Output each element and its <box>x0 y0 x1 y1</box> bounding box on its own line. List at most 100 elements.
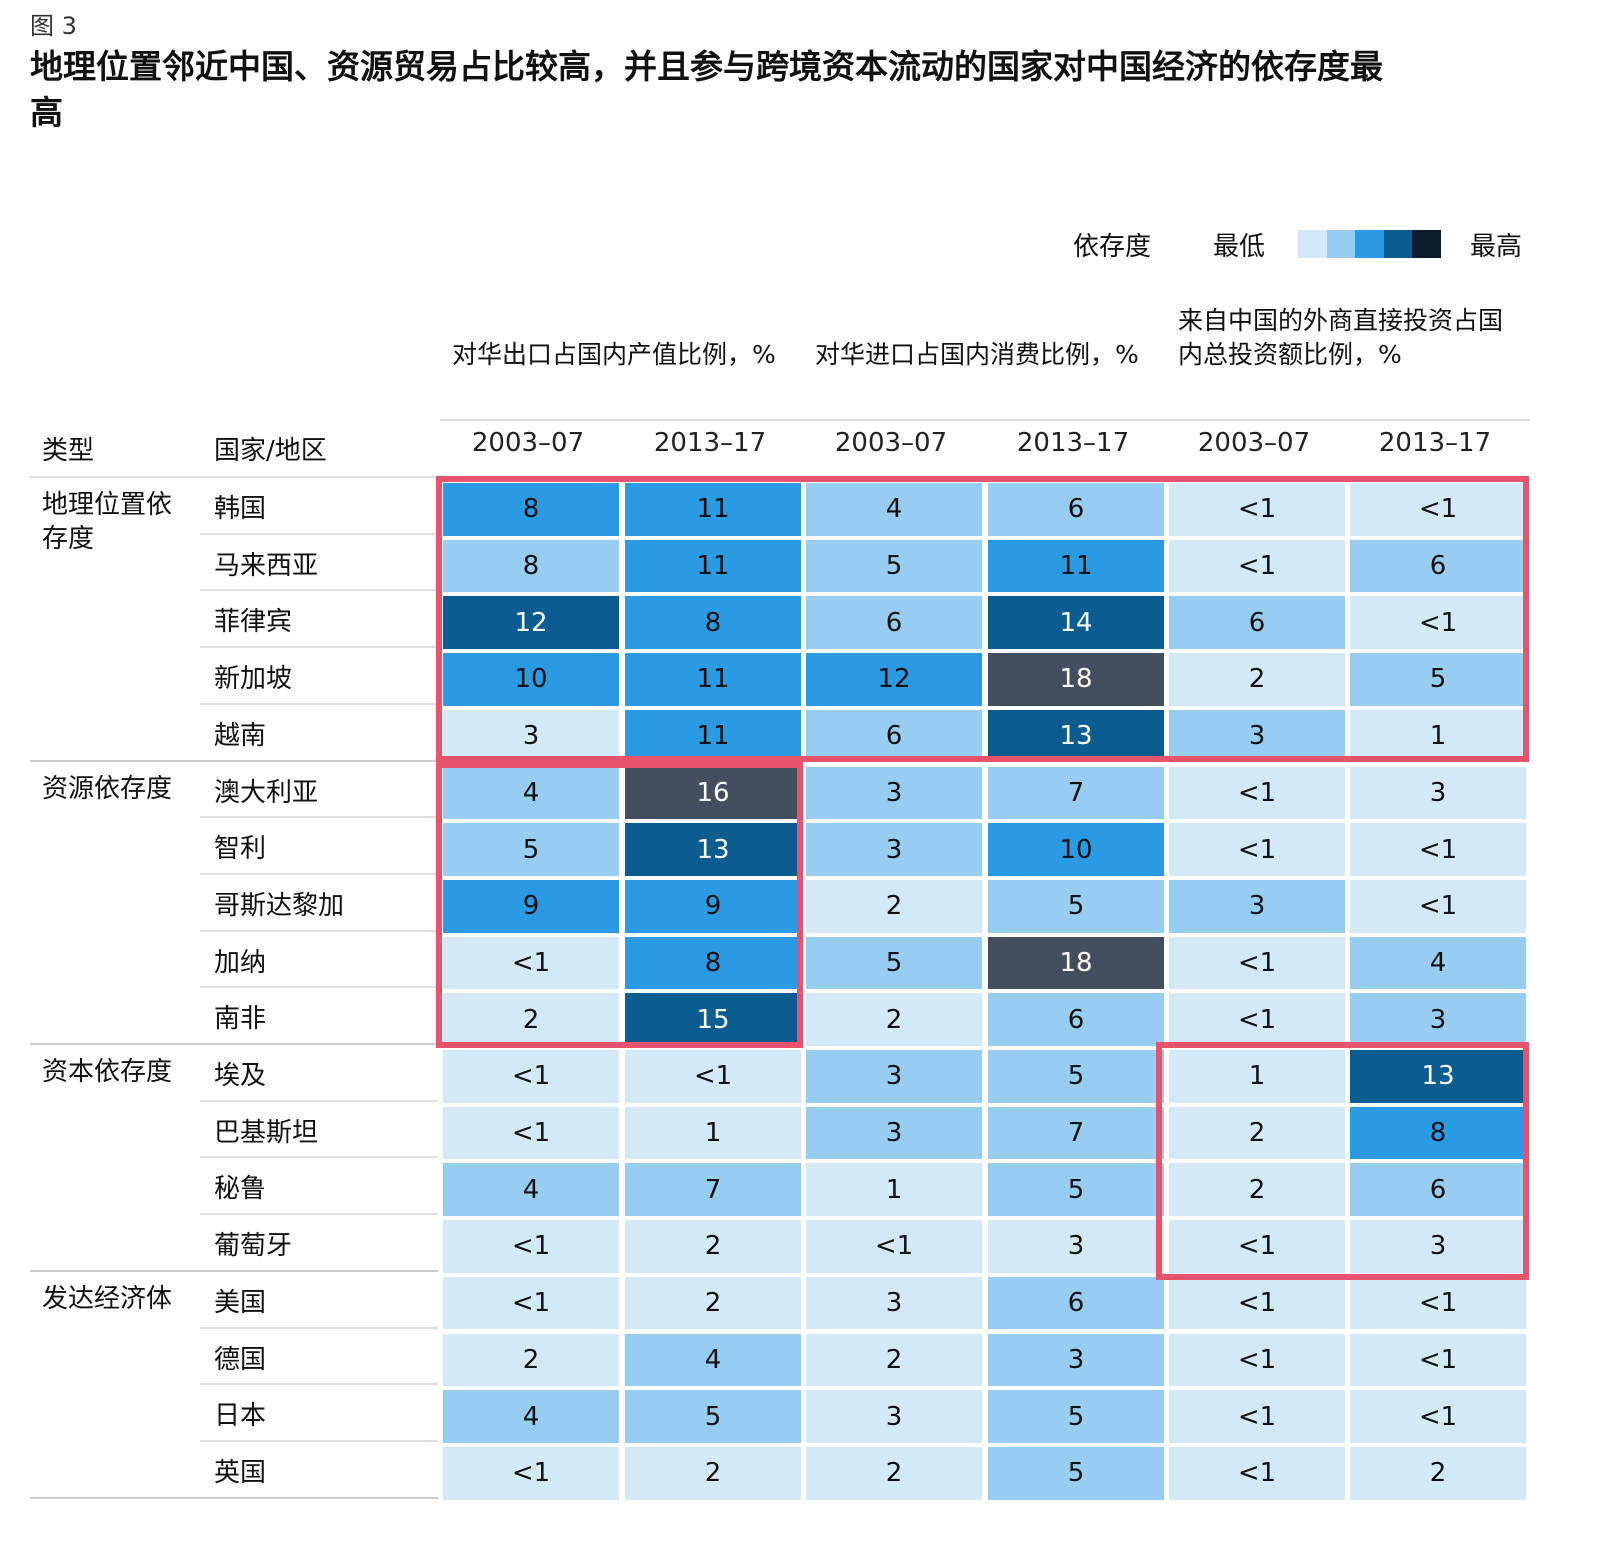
row-divider <box>200 702 438 705</box>
heatmap-cell: 5 <box>988 1390 1164 1443</box>
heatmap-cell: 16 <box>625 766 801 820</box>
heatmap-cell: <1 <box>1350 596 1526 650</box>
row-divider <box>200 1383 438 1386</box>
heatmap-cell: 3 <box>1169 879 1345 933</box>
heatmap-cell: 1 <box>1350 709 1526 763</box>
heatmap-cell: <1 <box>443 1446 619 1500</box>
heatmap-cell: <1 <box>1350 879 1526 933</box>
heatmap-cell: <1 <box>1169 993 1345 1046</box>
row-divider <box>200 532 438 535</box>
heatmap-cell: <1 <box>1169 766 1345 820</box>
heatmap-cell: <1 <box>443 1106 619 1160</box>
column-group-exports: 对华出口占国内产值比例，% <box>452 340 776 369</box>
heatmap-cell: 11 <box>625 653 801 706</box>
heatmap-cell: 12 <box>443 596 619 650</box>
country-label: 日本 <box>214 1401 267 1432</box>
heatmap-cell: <1 <box>443 936 619 990</box>
heatmap-cell: 6 <box>806 709 982 763</box>
heatmap-cell: 4 <box>806 483 982 536</box>
heatmap-cell: 3 <box>806 1106 982 1160</box>
heatmap-cell: 13 <box>625 823 801 876</box>
highlight-box-resource <box>436 762 803 1048</box>
heatmap-cell: 5 <box>806 539 982 593</box>
heatmap-cell: 2 <box>443 1333 619 1387</box>
heatmap-cell: <1 <box>1350 1333 1526 1387</box>
heatmap-cell: 6 <box>1350 1163 1526 1217</box>
heatmap-cell: 8 <box>443 483 619 536</box>
row-divider <box>200 589 438 592</box>
column-year-label: 2013–17 <box>1016 428 1130 458</box>
heatmap-cell: 3 <box>806 766 982 820</box>
heatmap-cell: <1 <box>443 1220 619 1273</box>
heatmap-cell: 5 <box>988 1163 1164 1217</box>
country-label: 哥斯达黎加 <box>214 890 345 921</box>
heatmap-cell: 11 <box>625 483 801 536</box>
heatmap-cell: 1 <box>806 1163 982 1217</box>
heatmap-cell: 4 <box>625 1333 801 1387</box>
country-label: 菲律宾 <box>214 607 293 638</box>
row-divider <box>200 872 438 875</box>
legend-swatch <box>1355 230 1384 258</box>
heatmap-cell: 10 <box>443 653 619 706</box>
heatmap-cell: <1 <box>1169 1446 1345 1500</box>
legend-high: 最高 <box>1470 232 1523 262</box>
country-label: 韩国 <box>214 494 267 524</box>
heatmap-cell: 2 <box>806 879 982 933</box>
heatmap-cell: 2 <box>806 1446 982 1500</box>
heatmap-cell: 7 <box>625 1163 801 1217</box>
heatmap-cell: 3 <box>443 709 619 763</box>
heatmap-cell: <1 <box>1350 1390 1526 1443</box>
heatmap-cell: 2 <box>625 1220 801 1273</box>
country-label: 英国 <box>214 1457 267 1488</box>
heatmap-cell: 2 <box>1350 1446 1526 1500</box>
heatmap-cell: 3 <box>1350 1220 1526 1273</box>
column-year-label: 2003–07 <box>471 428 585 458</box>
heatmap-cell: 4 <box>443 1390 619 1443</box>
heatmap-cell: 11 <box>625 539 801 593</box>
heatmap-cell: 3 <box>1350 766 1526 820</box>
column-group-imports: 对华进口占国内消费比例，% <box>815 340 1139 369</box>
country-label: 巴基斯坦 <box>214 1117 319 1148</box>
heatmap-cell: <1 <box>1169 1390 1345 1443</box>
row-divider <box>200 816 438 819</box>
heatmap-cell: 9 <box>443 879 619 933</box>
heatmap-cell: 8 <box>625 936 801 990</box>
country-label: 智利 <box>214 834 267 865</box>
figure-label: 图 3 <box>30 12 77 40</box>
heatmap-cell: 12 <box>806 653 982 706</box>
heatmap-cell: 5 <box>625 1390 801 1443</box>
row-header-type: 类型 <box>42 436 95 466</box>
heatmap-cell: <1 <box>443 1276 619 1330</box>
heatmap-cell: 5 <box>988 1050 1164 1103</box>
figure-title: 地理位置邻近中国、资源贸易占比较高，并且参与跨境资本流动的国家对中国经济的依存度… <box>30 47 1383 132</box>
heatmap-cell: <1 <box>1169 1276 1345 1330</box>
row-divider <box>200 929 438 932</box>
heatmap-cell: 8 <box>443 539 619 593</box>
heatmap-cell: 6 <box>1169 596 1345 650</box>
heatmap-cell: 5 <box>988 1446 1164 1500</box>
heatmap-cell: <1 <box>443 1050 619 1103</box>
heatmap-cell: 3 <box>1350 993 1526 1046</box>
legend-swatch <box>1298 230 1327 258</box>
heatmap-cell: 13 <box>988 709 1164 763</box>
heatmap-cell: 2 <box>1169 1106 1345 1160</box>
row-divider <box>30 1269 438 1272</box>
heatmap-cell: 4 <box>443 766 619 820</box>
heatmap-cell: 3 <box>1169 709 1345 763</box>
country-label: 德国 <box>214 1344 267 1375</box>
heatmap-cell: 2 <box>625 1446 801 1500</box>
category-label: 地理位置依存度 <box>42 490 173 554</box>
legend-swatch <box>1412 230 1441 258</box>
heatmap-cell: <1 <box>1350 483 1526 536</box>
row-divider <box>200 1326 438 1329</box>
country-label: 秘鲁 <box>214 1174 267 1205</box>
heatmap-cell: 4 <box>443 1163 619 1217</box>
heatmap-cell: 13 <box>1350 1050 1526 1103</box>
heatmap-cell: <1 <box>1350 823 1526 876</box>
column-group-fdi: 来自中国的外商直接投资占国内总投资额比例，% <box>1178 306 1504 369</box>
row-header-country: 国家/地区 <box>214 436 327 466</box>
country-label: 埃及 <box>214 1061 267 1091</box>
heatmap-cell: 18 <box>988 936 1164 990</box>
heatmap-cell: 5 <box>806 936 982 990</box>
heatmap-cell: 2 <box>1169 653 1345 706</box>
